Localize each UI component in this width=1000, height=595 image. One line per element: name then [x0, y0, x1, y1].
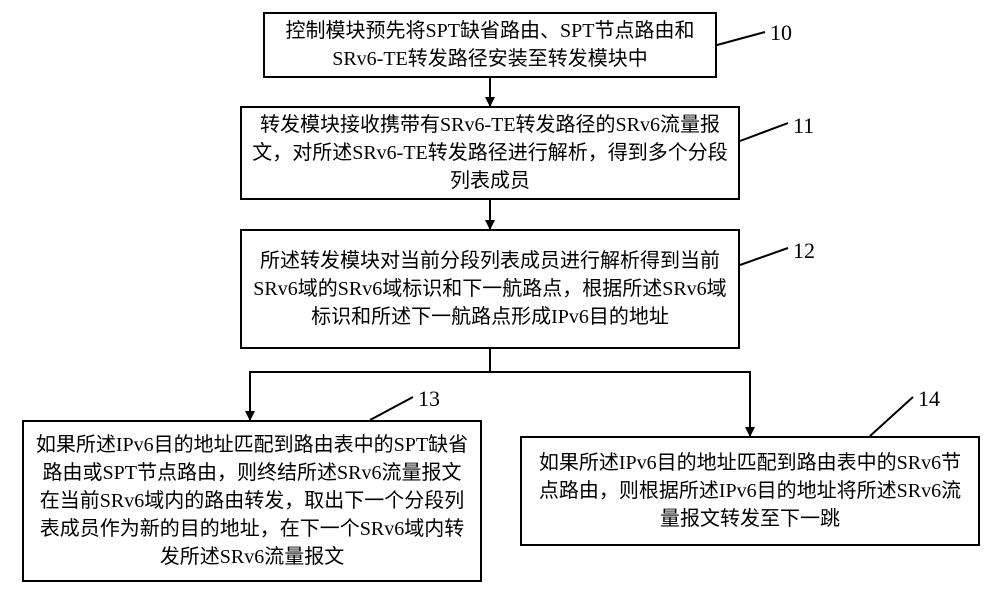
step-label-12: 12	[793, 238, 815, 264]
flow-node-n14: 如果所述IPv6目的地址匹配到路由表中的SRv6节点路由，则根据所述IPv6目的…	[520, 436, 980, 546]
flow-node-text: 转发模块接收携带有SRv6-TE转发路径的SRv6流量报文，对所述SRv6-TE…	[252, 111, 728, 195]
edge-n12-n13	[250, 349, 490, 420]
label-leader-3	[370, 397, 413, 420]
step-label-13: 13	[418, 386, 440, 412]
flow-node-n13: 如果所述IPv6目的地址匹配到路由表中的SPT缺省路由或SPT节点路由，则终结所…	[22, 420, 482, 582]
flow-node-n12: 所述转发模块对当前分段列表成员进行解析得到当前SRv6域的SRv6域标识和下一航…	[240, 229, 740, 349]
step-label-11: 11	[793, 113, 814, 139]
flowchart-canvas: 控制模块预先将SPT缺省路由、SPT节点路由和SRv6-TE转发路径安装至转发模…	[0, 0, 1000, 595]
flow-node-n10: 控制模块预先将SPT缺省路由、SPT节点路由和SRv6-TE转发路径安装至转发模…	[263, 12, 717, 78]
label-leader-1	[740, 123, 788, 141]
label-leader-2	[740, 248, 788, 265]
flow-node-text: 如果所述IPv6目的地址匹配到路由表中的SPT缺省路由或SPT节点路由，则终结所…	[34, 431, 470, 571]
flow-node-text: 所述转发模块对当前分段列表成员进行解析得到当前SRv6域的SRv6域标识和下一航…	[252, 247, 728, 331]
flow-node-text: 如果所述IPv6目的地址匹配到路由表中的SRv6节点路由，则根据所述IPv6目的…	[532, 449, 968, 533]
label-leader-0	[717, 32, 765, 45]
flow-node-n11: 转发模块接收携带有SRv6-TE转发路径的SRv6流量报文，对所述SRv6-TE…	[240, 106, 740, 200]
step-label-14: 14	[918, 386, 940, 412]
edge-n12-n14	[490, 349, 750, 436]
flow-node-text: 控制模块预先将SPT缺省路由、SPT节点路由和SRv6-TE转发路径安装至转发模…	[275, 17, 705, 73]
label-leader-4	[870, 397, 913, 436]
step-label-10: 10	[770, 20, 792, 46]
